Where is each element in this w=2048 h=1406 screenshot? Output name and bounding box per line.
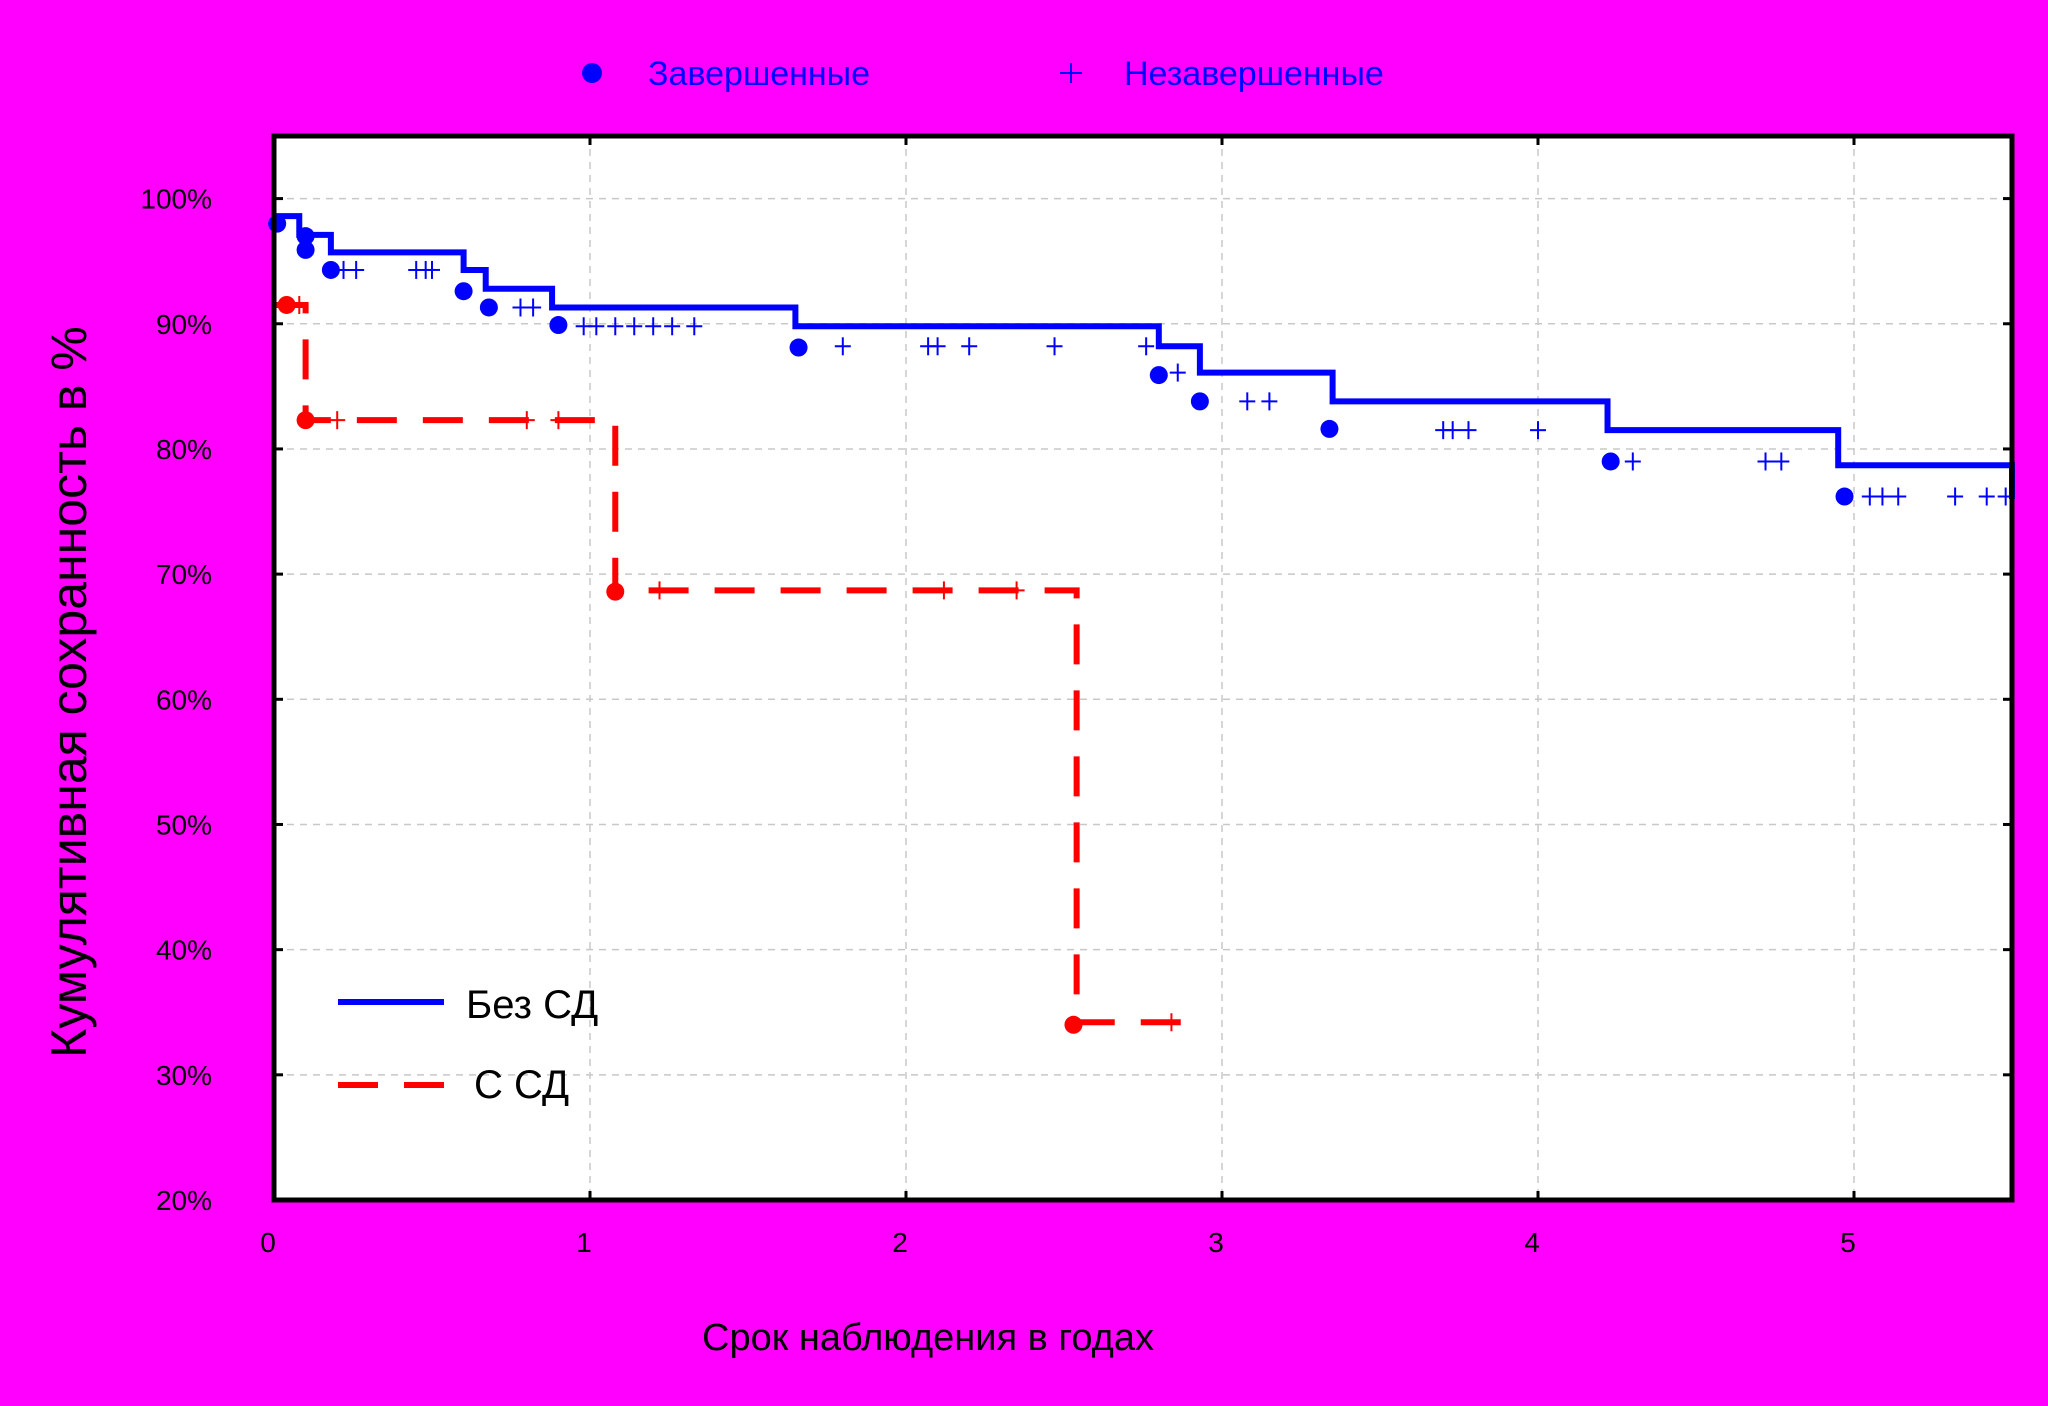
event-point	[1320, 419, 1339, 438]
series-legend: Без СД С СД	[338, 983, 598, 1107]
plot-frame	[271, 133, 2015, 1203]
event-point	[1190, 392, 1209, 411]
event-point	[606, 582, 625, 601]
legend-series-without-dm: Без СД	[466, 983, 598, 1027]
x-tick-label: 2	[892, 1227, 908, 1258]
series-line-1	[274, 301, 1191, 1026]
event-point	[296, 227, 315, 246]
completed-marker-icon	[582, 63, 602, 83]
y-tick-label: 60%	[156, 684, 212, 715]
event-point	[549, 316, 568, 335]
y-tick-label: 90%	[156, 309, 212, 340]
y-tick-label: 50%	[156, 809, 212, 840]
event-point	[1064, 1015, 1083, 1034]
x-tick-label: 1	[576, 1227, 592, 1258]
y-tick-label: 100%	[140, 184, 212, 215]
plot-area	[274, 136, 2012, 1200]
legend-series-with-dm: С СД	[474, 1063, 569, 1107]
series-line-0	[274, 213, 2015, 500]
y-axis-title: Кумулятивная сохранность в %	[41, 326, 97, 1058]
y-tick-label: 40%	[156, 935, 212, 966]
event-point	[1149, 366, 1168, 385]
y-tick-label: 20%	[156, 1185, 212, 1216]
axis-ticks: 20% 30% 40% 50% 60% 70% 80% 90% 100% 0 1 2 3 4 5	[140, 136, 2012, 1258]
x-tick-label: 4	[1524, 1227, 1540, 1258]
event-point	[296, 411, 315, 430]
marker-legend: Завершенные Незавершенные	[582, 55, 1384, 93]
event-point	[296, 240, 315, 259]
series-1	[274, 295, 1191, 1034]
event-point	[321, 260, 340, 279]
x-tick-label: 3	[1208, 1227, 1224, 1258]
x-tick-label: 0	[260, 1227, 276, 1258]
event-point	[1835, 487, 1854, 506]
event-point	[479, 298, 498, 317]
event-point	[454, 282, 473, 301]
series-0	[268, 213, 2015, 506]
x-axis-title: Срок наблюдения в годах	[702, 1317, 1154, 1359]
event-point	[268, 214, 287, 233]
legend-completed-label: Завершенные	[648, 55, 870, 93]
event-point	[1601, 452, 1620, 471]
event-point	[789, 338, 808, 357]
event-point	[277, 295, 296, 314]
series-layer	[268, 213, 2015, 1034]
y-tick-label: 30%	[156, 1060, 212, 1091]
legend-censored-label: Незавершенные	[1124, 55, 1384, 93]
y-tick-label: 80%	[156, 434, 212, 465]
y-tick-label: 70%	[156, 559, 212, 590]
x-tick-label: 5	[1840, 1227, 1856, 1258]
